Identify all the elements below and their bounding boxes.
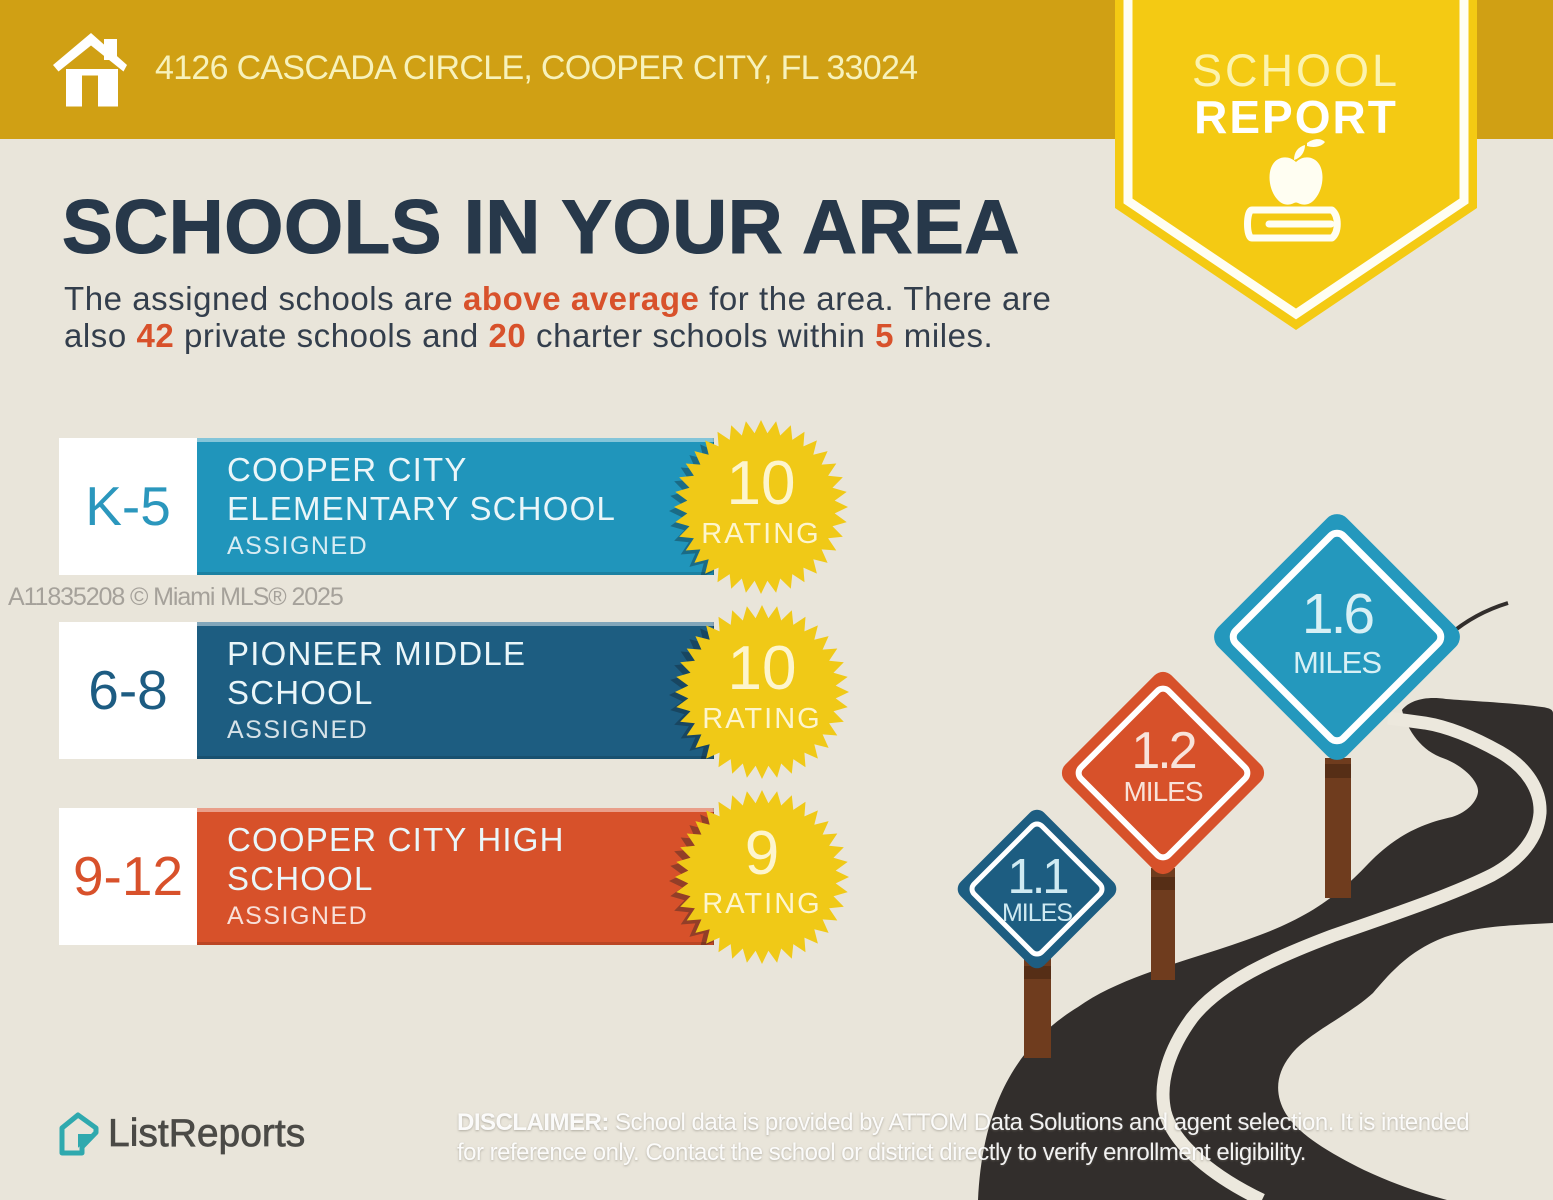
svg-text:MILES: MILES xyxy=(1293,645,1381,680)
svg-text:1.6: 1.6 xyxy=(1302,582,1374,646)
svg-text:1.2: 1.2 xyxy=(1131,722,1195,780)
svg-text:REPORT: REPORT xyxy=(1194,91,1398,143)
svg-text:MILES: MILES xyxy=(1002,899,1072,927)
svg-text:MILES: MILES xyxy=(1123,776,1202,807)
svg-text:SCHOOL: SCHOOL xyxy=(1192,45,1400,96)
svg-text:1.1: 1.1 xyxy=(1007,850,1067,904)
